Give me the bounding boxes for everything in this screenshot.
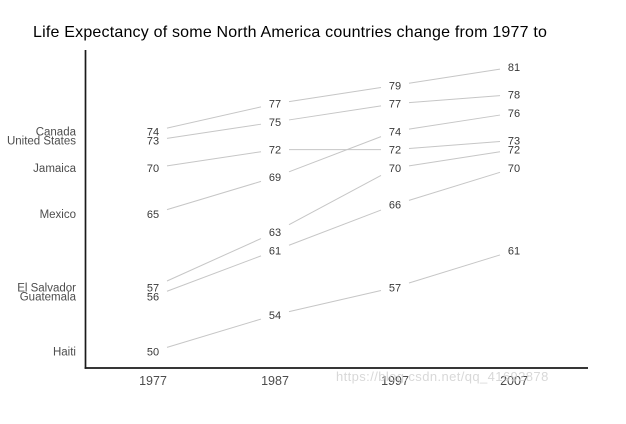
series-line-canada (288, 87, 382, 103)
value-label: 75 (269, 117, 281, 129)
country-label-mexico: Mexico (40, 209, 76, 221)
value-label: 74 (147, 126, 159, 138)
value-label: 74 (389, 126, 401, 138)
series-line-jamaica (166, 151, 262, 167)
series-line-united-states (288, 105, 382, 121)
series-line-canada (408, 68, 501, 84)
series-line-haiti (408, 254, 501, 284)
value-label: 70 (147, 163, 159, 175)
value-label: 56 (147, 292, 159, 304)
series-line-jamaica (408, 141, 501, 150)
series-line-united-states (166, 123, 262, 139)
chart-title: Life Expectancy of some North America co… (33, 24, 548, 41)
value-label: 70 (508, 163, 520, 175)
x-tick-label: 2007 (500, 374, 528, 388)
value-label: 77 (389, 99, 401, 111)
series-line-el-salvador (288, 175, 382, 226)
value-label: 81 (508, 62, 520, 74)
watermark-text: https://blog.csdn.net/qq_41692878 (336, 369, 549, 384)
series-line-mexico (166, 180, 262, 211)
series-line-mexico (288, 136, 382, 173)
x-tick-label: 1997 (381, 374, 409, 388)
country-label-el-salvador: El Salvador (17, 282, 76, 294)
series-line-el-salvador (408, 151, 501, 167)
series-line-mexico (408, 114, 501, 130)
value-label: 73 (147, 135, 159, 147)
series-line-guatemala (288, 209, 382, 246)
x-tick-label: 1987 (261, 374, 289, 388)
value-label: 72 (508, 145, 520, 157)
series-line-el-salvador (166, 238, 262, 282)
value-label: 54 (269, 310, 281, 322)
value-label: 57 (389, 282, 401, 294)
value-label: 72 (269, 145, 281, 157)
value-label: 65 (147, 209, 159, 221)
value-label: 76 (508, 108, 520, 120)
value-label: 73 (508, 135, 520, 147)
value-label: 69 (269, 172, 281, 184)
value-label: 61 (508, 246, 520, 258)
value-label: 66 (389, 200, 401, 212)
country-label-guatemala: Guatemala (20, 292, 77, 304)
value-label: 50 (147, 347, 159, 359)
series-line-united-states (408, 95, 501, 104)
series-line-haiti (166, 318, 262, 348)
series-line-haiti (288, 290, 382, 313)
series-line-guatemala (166, 255, 262, 292)
country-label-jamaica: Jamaica (33, 163, 76, 175)
country-label-haiti: Haiti (53, 347, 76, 359)
value-label: 61 (269, 246, 281, 258)
country-label-united-states: United States (7, 135, 76, 147)
value-label: 70 (389, 163, 401, 175)
value-label: 63 (269, 227, 281, 239)
value-label: 72 (389, 145, 401, 157)
value-label: 77 (269, 99, 281, 111)
country-label-canada: Canada (36, 126, 77, 138)
series-line-canada (166, 106, 262, 129)
value-label: 78 (508, 90, 520, 102)
x-tick-label: 1977 (139, 374, 167, 388)
value-label: 57 (147, 282, 159, 294)
value-label: 79 (389, 80, 401, 92)
series-line-guatemala (408, 171, 501, 201)
